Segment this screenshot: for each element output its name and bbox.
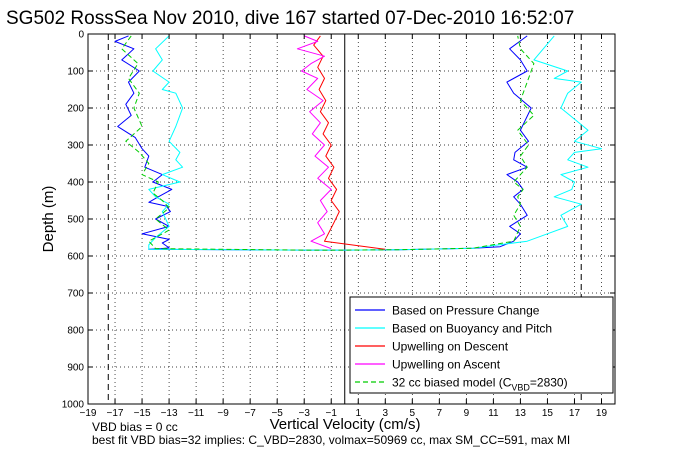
series-line-4 — [121, 35, 535, 251]
y-tick-label-0: 0 — [78, 30, 84, 41]
chart-title: SG502 RossSea Nov 2010, dive 167 started… — [6, 8, 574, 29]
y-tick-label-4: 400 — [67, 178, 84, 189]
x-tick-label-9: −1 — [326, 408, 338, 419]
x-tick-label-4: −11 — [188, 408, 205, 419]
y-tick-label-6: 600 — [67, 252, 84, 263]
x-tick-label-16: 13 — [515, 408, 527, 419]
legend-label-subscript: VBD — [511, 383, 530, 393]
legend-label-3: Upwelling on Ascent — [392, 358, 501, 372]
x-tick-label-3: −13 — [161, 408, 178, 419]
legend: Based on Pressure Change Based on Buoyanc… — [349, 296, 614, 394]
x-tick-label-5: −9 — [217, 408, 229, 419]
legend-label-1: Based on Buoyancy and Pitch — [392, 322, 552, 336]
x-axis-label: Vertical Velocity (cm/s) — [270, 416, 421, 433]
legend-label-tail: =2830) — [530, 376, 568, 390]
x-tick-label-0: −19 — [80, 408, 97, 419]
y-tick-label-2: 200 — [67, 104, 84, 115]
x-tick-label-19: 19 — [596, 408, 608, 419]
y-axis-label: Depth (m) — [40, 186, 57, 253]
x-tick-label-6: −7 — [244, 408, 256, 419]
x-tick-label-7: −5 — [271, 408, 283, 419]
legend-label-4: 32 cc biased model (CVBD=2830) — [392, 376, 568, 393]
x-tick-label-8: −3 — [299, 408, 311, 419]
reference-lines — [107, 34, 582, 404]
y-axis: 0 100 200 300 400 500 600 700 800 900 1000 — [62, 30, 615, 411]
y-tick-label-9: 900 — [67, 363, 84, 374]
y-tick-label-1: 100 — [67, 67, 84, 78]
y-tick-label-8: 800 — [67, 326, 84, 337]
y-tick-label-10: 1000 — [62, 400, 85, 411]
legend-label-2: Upwelling on Descent — [392, 340, 509, 354]
legend-label-0: Based on Pressure Change — [392, 304, 540, 318]
series-line-3 — [296, 35, 332, 250]
x-tick-label-10: 1 — [355, 408, 361, 419]
x-tick-label-18: 17 — [569, 408, 581, 419]
y-tick-label-5: 500 — [67, 215, 84, 226]
footer-line-1: VBD bias = 0 cc — [92, 420, 178, 434]
x-axis: −19 −17 −15 −13 −11 −9 −7 −5 −3 −1 1 3 5 7 9 11 13 15 17 19 — [80, 34, 608, 419]
x-tick-label-1: −17 — [107, 408, 124, 419]
y-tick-label-3: 300 — [67, 141, 84, 152]
x-tick-label-14: 9 — [464, 408, 470, 419]
plot-area — [114, 35, 602, 251]
x-tick-label-11: 3 — [383, 408, 389, 419]
legend-label-main: 32 cc biased model (C — [392, 376, 512, 390]
legend-box — [349, 296, 614, 394]
x-tick-label-17: 15 — [542, 408, 554, 419]
x-tick-label-2: −15 — [134, 408, 151, 419]
x-tick-label-15: 11 — [488, 408, 499, 419]
footer-line-2: best fit VBD bias=32 implies: C_VBD=2830… — [92, 433, 570, 447]
x-tick-label-13: 7 — [437, 408, 443, 419]
series-line-2 — [313, 35, 386, 250]
series-group — [114, 35, 602, 251]
y-tick-label-7: 700 — [67, 289, 84, 300]
x-tick-label-12: 5 — [410, 408, 416, 419]
